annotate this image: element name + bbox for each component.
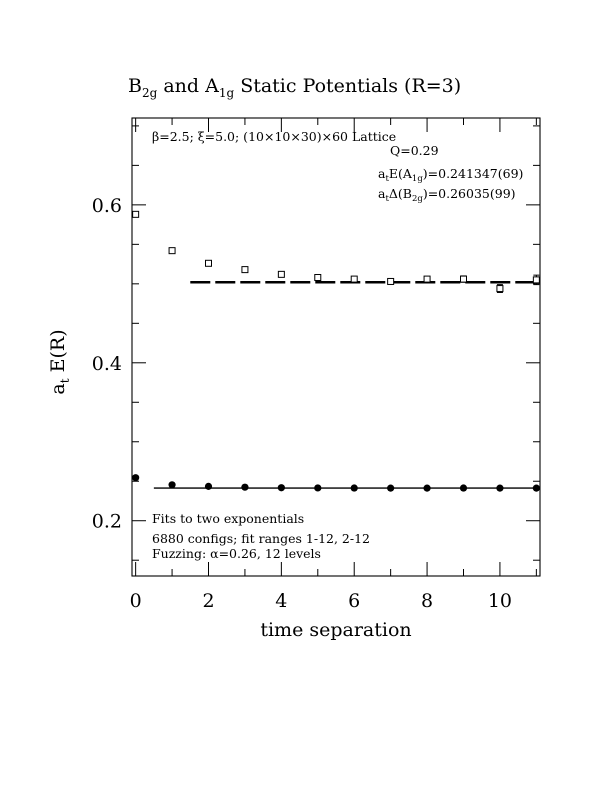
b2g-data-point	[387, 277, 395, 285]
a1g-data-point	[459, 484, 468, 492]
b2g-data-point	[423, 275, 431, 283]
a1g-energy-annotation: atE(A1g)=0.241347(69)	[378, 166, 523, 184]
q-annotation: Q=0.29	[390, 143, 439, 158]
a1g-data-point	[314, 484, 322, 492]
a1g-data-point	[168, 481, 176, 489]
x-tick-label: 8	[421, 590, 433, 612]
b2g-data-point	[532, 276, 540, 284]
b2g-data-point	[168, 247, 176, 255]
plot-frame	[131, 117, 541, 577]
x-tick-label: 0	[130, 590, 142, 612]
x-axis-ticks: 0 2 4 6 8 10	[130, 118, 537, 612]
x-axis-label: time separation	[260, 619, 411, 641]
fuzzing-annotation: Fuzzing: α=0.26, 12 levels	[152, 546, 321, 561]
a1g-data-point	[496, 484, 504, 492]
b2g-data-point	[496, 285, 504, 293]
a1g-data-point	[532, 484, 540, 492]
b2g-data-point	[205, 259, 212, 267]
x-tick-label: 2	[202, 590, 214, 612]
a1g-data-point	[277, 484, 285, 492]
b2g-data-point	[314, 274, 322, 282]
y-axis-label: at E(R)	[47, 329, 72, 394]
x-tick-label: 4	[275, 590, 287, 612]
b2g-data-point	[132, 210, 140, 218]
a1g-data-point	[423, 484, 431, 492]
a1g-data-point	[132, 474, 140, 482]
a1g-data-point	[241, 483, 249, 491]
lattice-annotation: β=2.5; ξ=5.0; (10×10×30)×60 Lattice	[152, 129, 396, 144]
a1g-data-point	[204, 482, 213, 490]
y-tick-label: 0.4	[92, 353, 122, 375]
a1g-data-point	[387, 484, 395, 492]
chart-title: B2g and A1g Static Potentials (R=3)	[128, 75, 461, 100]
x-tick-label: 10	[488, 590, 512, 612]
y-axis-ticks: 0.2 0.4 0.6	[92, 125, 540, 561]
b2g-gap-annotation: atΔ(B2g)=0.26035(99)	[378, 186, 516, 204]
y-tick-label: 0.2	[92, 511, 122, 533]
configs-annotation: 6880 configs; fit ranges 1-12, 2-12	[152, 531, 370, 546]
fit-lines	[153, 280, 537, 489]
fits-annotation: Fits to two exponentials	[152, 511, 304, 526]
b2g-data-point	[460, 275, 467, 283]
b2g-data-point	[241, 266, 249, 274]
b2g-data-point	[350, 275, 358, 283]
y-tick-label: 0.6	[92, 195, 122, 217]
a1g-data-point	[350, 484, 358, 492]
b2g-data-point	[277, 270, 285, 278]
x-tick-label: 6	[348, 590, 360, 612]
data-points	[132, 210, 540, 492]
